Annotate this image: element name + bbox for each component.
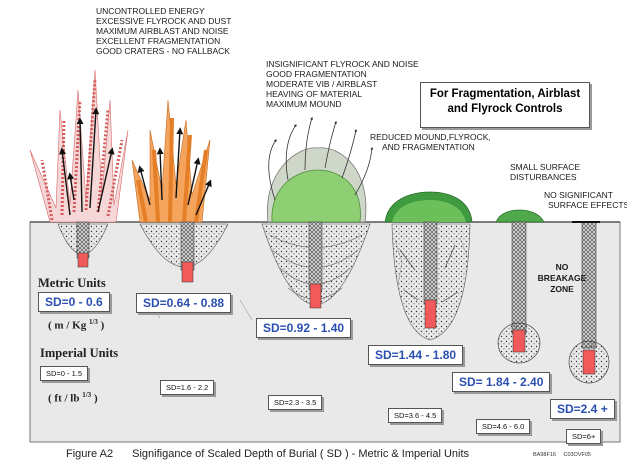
- controls-title-line1: For Fragmentation, Airblast: [429, 88, 581, 100]
- controls-title-line2: and Flyrock Controls: [447, 103, 563, 115]
- figure-number: Figure A2: [66, 448, 114, 460]
- metric-unit-close: ): [100, 319, 105, 332]
- metric-sd-box-4: SD=1.44 - 1.80: [368, 345, 464, 365]
- imperial-unit-formula: ( ft / lb 1/3 ): [48, 391, 98, 405]
- imperial-unit-exp: 1/3: [82, 391, 92, 399]
- mound-5: [495, 209, 545, 223]
- effect-line: UNCONTROLLED ENERGY: [96, 6, 205, 16]
- metric-unit-formula: ( m / Kg 1/3 ): [48, 318, 104, 332]
- metric-sd-box-2: SD=0.64 - 0.88: [136, 293, 232, 313]
- effects-caption-5: SMALL SURFACE DISTURBANCES: [510, 162, 600, 182]
- metric-unit-exp: 1/3: [88, 318, 98, 326]
- charge-3: [309, 283, 322, 309]
- flame-plume-2: [131, 99, 212, 223]
- effect-line: AND FRAGMENTATION: [382, 142, 475, 152]
- effect-line: DISTURBANCES: [510, 172, 577, 182]
- effect-line: EXCESSIVE FLYROCK AND DUST: [96, 16, 232, 26]
- effect-line: GOOD FRAGMENTATION: [266, 69, 367, 79]
- effect-line: MODERATE VIB / AIRBLAST: [266, 79, 378, 89]
- figure-code-2: C03OVF05: [563, 452, 591, 458]
- effect-line: GOOD CRATERS - NO FALLBACK: [96, 46, 230, 56]
- flame-plume-1: [29, 69, 129, 223]
- metric-sd-box-3: SD=0.92 - 1.40: [256, 318, 352, 338]
- no-breakage-line: NO: [555, 262, 569, 272]
- borehole-4: [423, 221, 438, 305]
- controls-title-box: For Fragmentation, Airblast and Flyrock …: [420, 82, 590, 128]
- effects-caption-3: INSIGNIFICANT FLYROCK AND NOISE GOOD FRA…: [266, 59, 446, 109]
- effect-line: MAXIMUM AIRBLAST AND NOISE: [96, 26, 229, 36]
- mound-4: [384, 191, 473, 223]
- figure-caption-text: Signifigance of Scaled Depth of Burial (…: [132, 448, 470, 460]
- metric-sd-box-1: SD=0 - 0.6: [38, 292, 110, 312]
- metric-unit-main: ( m / Kg: [48, 319, 87, 332]
- imperial-unit-main: ( ft / lb: [48, 392, 80, 405]
- metric-units-label: Metric Units: [38, 276, 106, 290]
- borehole-3: [308, 221, 323, 291]
- effect-line: NO SIGNIFICANT: [544, 190, 613, 200]
- effect-line: REDUCED MOUND,FLYROCK,: [370, 132, 491, 142]
- charge-5: [512, 329, 526, 353]
- effect-line: INSIGNIFICANT FLYROCK AND NOISE: [266, 59, 419, 69]
- charge-2: [181, 261, 194, 283]
- imperial-unit-close: ): [93, 392, 98, 405]
- imperial-sd-box-2: SD=1.6 - 2.2: [160, 380, 215, 395]
- borehole-1: [76, 221, 90, 259]
- imperial-sd-box-6: SD=6+: [566, 429, 602, 444]
- figure-code: BA98F16 C03OVF05: [533, 452, 591, 458]
- effect-line: HEAVING OF MATERIAL: [266, 89, 363, 99]
- imperial-sd-box-3: SD=2.3 - 3.5: [268, 395, 323, 410]
- imperial-sd-box-1: SD=0 - 1.5: [40, 366, 89, 381]
- effect-line: EXCELLENT FRAGMENTATION: [96, 36, 221, 46]
- charge-1: [77, 252, 89, 268]
- no-breakage-line: BREAKAGE: [537, 273, 587, 283]
- imperial-sd-box-5: SD=4.6 - 6.0: [476, 419, 531, 434]
- no-breakage-line: ZONE: [550, 284, 574, 294]
- borehole-5: [511, 221, 527, 335]
- figure-caption: Figure A2 Signifigance of Scaled Depth o…: [66, 448, 469, 460]
- no-breakage-zone-label: NO BREAKAGE ZONE: [532, 262, 592, 295]
- metric-sd-box-5: SD= 1.84 - 2.40: [452, 372, 551, 392]
- effects-caption-4: REDUCED MOUND,FLYROCK, AND FRAGMENTATION: [370, 132, 510, 152]
- effects-caption-6: NO SIGNIFICANT SURFACE EFFECTS: [544, 190, 627, 210]
- metric-sd-box-6: SD=2.4 +: [550, 399, 615, 419]
- mound-3: [267, 116, 374, 223]
- effect-line: MAXIMUM MOUND: [266, 99, 342, 109]
- imperial-units-label: Imperial Units: [40, 346, 119, 360]
- charge-6: [582, 349, 596, 375]
- figure-code-1: BA98F16: [533, 452, 556, 458]
- charge-4: [424, 299, 437, 329]
- effect-line: SURFACE EFFECTS: [548, 200, 627, 210]
- imperial-sd-box-4: SD=3.6 - 4.5: [388, 408, 443, 423]
- effect-line: SMALL SURFACE: [510, 162, 581, 172]
- effects-caption-1: UNCONTROLLED ENERGY EXCESSIVE FLYROCK AN…: [96, 6, 266, 56]
